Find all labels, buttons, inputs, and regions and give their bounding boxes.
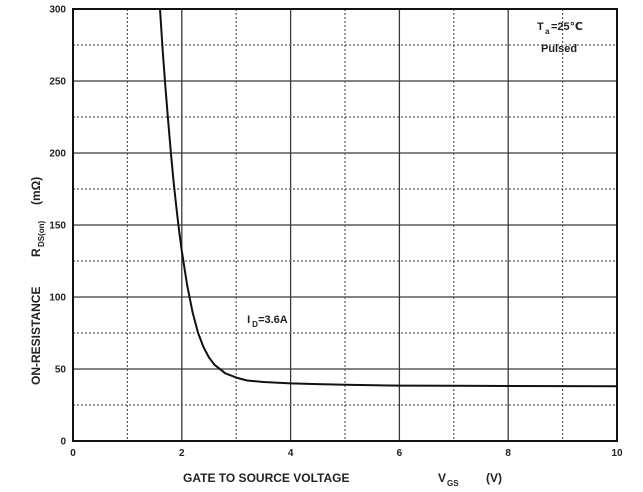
y-tick-label: 0 (60, 437, 66, 448)
x-tick-label: 6 (397, 448, 403, 459)
x-tick-label: 4 (288, 448, 294, 459)
condition-annotation: T a =25℃ Pulsed (537, 21, 583, 55)
x-axis-label: GATE TO SOURCE VOLTAGE (183, 471, 349, 485)
y-tick-labels: 0 50 100 150 200 250 300 (49, 5, 66, 448)
x-tick-label: 2 (179, 448, 185, 459)
y-axis-subscript: DS(on) (37, 220, 46, 247)
current-subscript: D (252, 320, 258, 329)
x-axis-title: GATE TO SOURCE VOLTAGE V GS (V) (183, 471, 502, 488)
x-tick-label: 10 (611, 448, 623, 459)
y-axis-label: ON-RESISTANCE (29, 287, 43, 385)
x-axis-unit: (V) (486, 471, 502, 485)
plot-frame (72, 8, 618, 442)
x-tick-label: 0 (70, 448, 76, 459)
current-annotation: I D =3.6A (247, 314, 288, 329)
series-layer (159, 8, 618, 388)
y-axis-unit: (mΩ) (29, 177, 43, 205)
y-tick-label: 100 (49, 293, 66, 304)
y-tick-label: 150 (49, 221, 66, 232)
y-axis-symbol: R (29, 248, 43, 257)
x-tick-label: 8 (505, 448, 511, 459)
y-axis-title: ON-RESISTANCE R DS(on) (mΩ) (29, 177, 46, 385)
y-tick-label: 50 (55, 365, 67, 376)
minor-gridlines (73, 9, 617, 441)
current-value: =3.6A (258, 314, 288, 326)
y-tick-label: 200 (49, 149, 66, 160)
x-axis-symbol: V (438, 471, 446, 485)
y-tick-label: 250 (49, 77, 66, 88)
temperature-subscript: a (545, 27, 550, 36)
x-tick-labels: 0 2 4 6 8 10 (70, 448, 623, 459)
temperature-value: =25℃ (551, 21, 583, 33)
series-line (159, 8, 618, 388)
mode-label: Pulsed (541, 43, 577, 55)
y-tick-label: 300 (49, 5, 66, 16)
temperature-symbol: T (537, 21, 544, 33)
x-axis-subscript: GS (447, 479, 459, 488)
current-symbol: I (247, 314, 250, 326)
